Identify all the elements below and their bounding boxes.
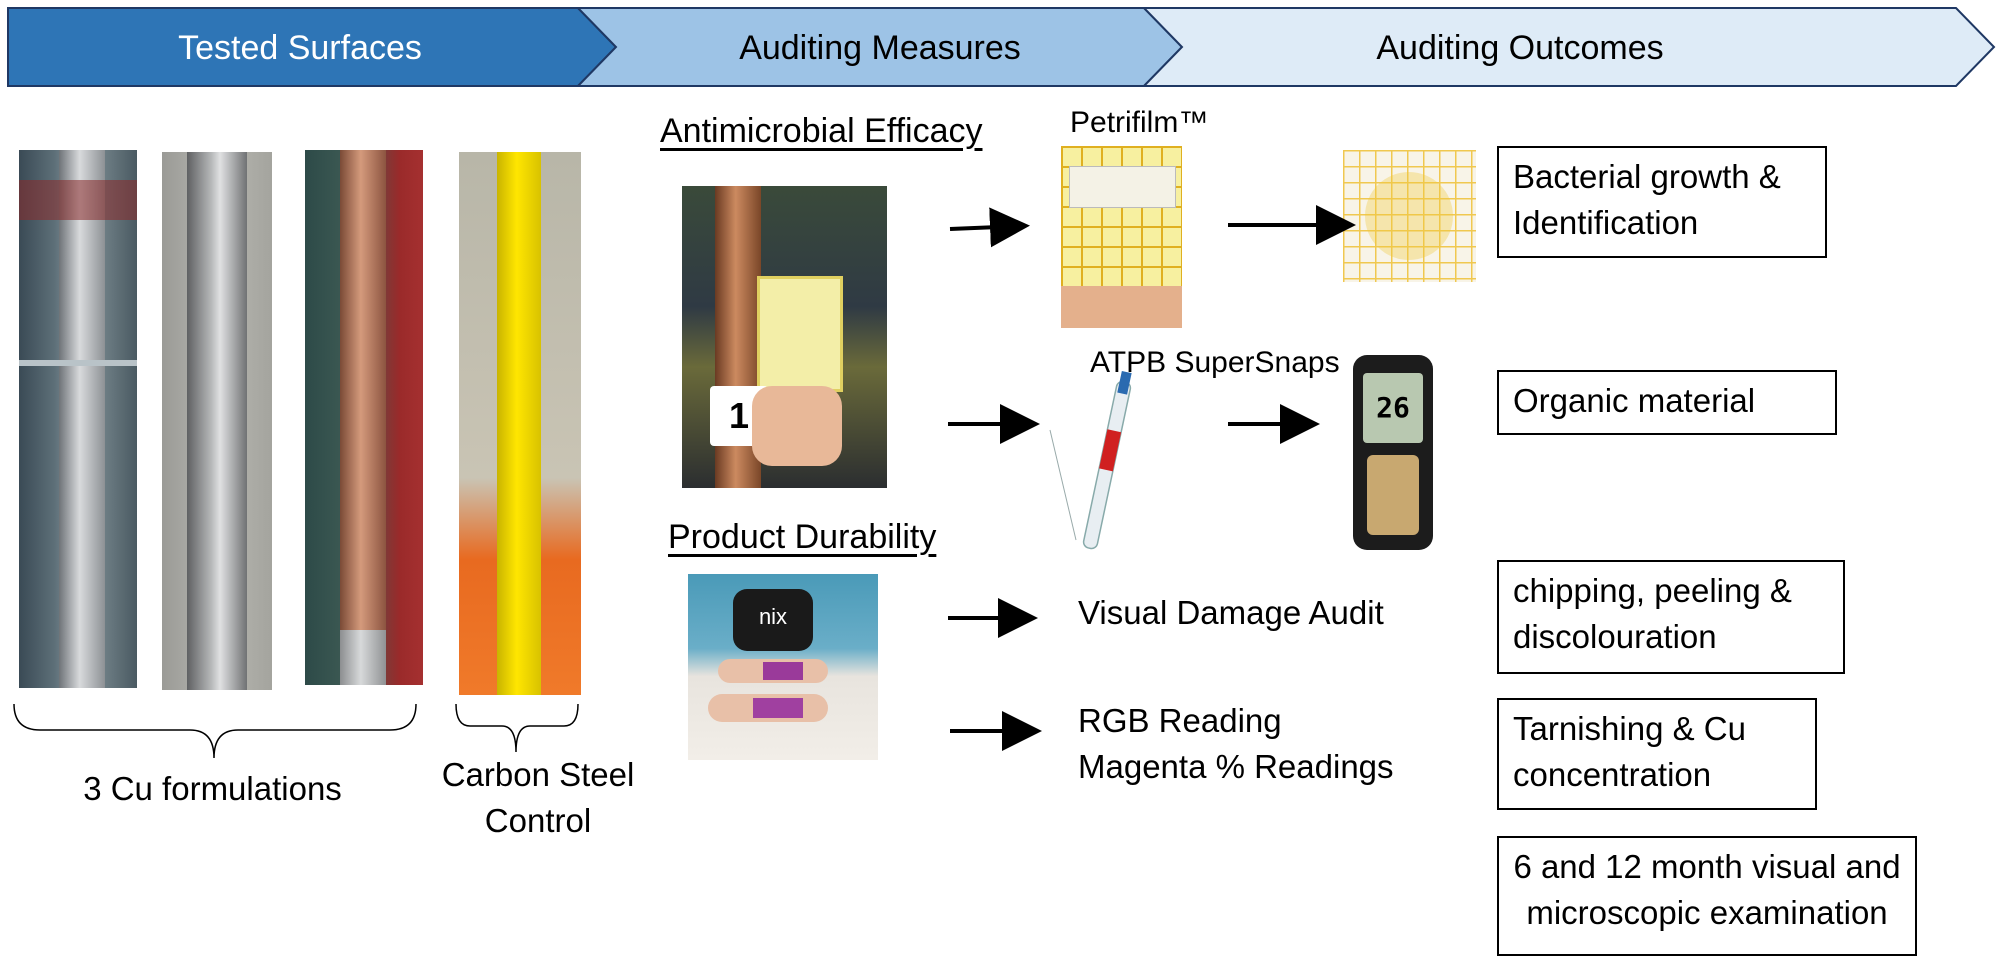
- stage-label-auditing-outcomes: Auditing Outcomes: [1376, 29, 1664, 67]
- cu-formulations-label: 3 Cu formulations: [83, 770, 342, 807]
- atpb-label: ATPB SuperSnaps: [1090, 346, 1340, 379]
- pole-photo-cu-2: [162, 152, 272, 690]
- outcome-chipping: chipping, peeling & discolouration: [1497, 560, 1845, 674]
- outcome-examination: 6 and 12 month visual and microscopic ex…: [1497, 836, 1917, 956]
- luminometer-reading: 26: [1363, 373, 1423, 443]
- product-durability-heading: Product Durability: [668, 518, 937, 556]
- colorimeter-photo: nix: [688, 574, 878, 760]
- pole-photo-cu-3: [305, 150, 423, 685]
- pole-photo-cu-1: [19, 150, 137, 688]
- colorimeter-brand: nix: [733, 589, 813, 651]
- supersnap-swab: [1049, 371, 1132, 550]
- stage-header: [7, 7, 1996, 87]
- stage-label-tested-surfaces: Tested Surfaces: [178, 29, 422, 67]
- luminometer-photo: 26: [1353, 355, 1433, 550]
- brace-cu-formulations: [13, 703, 417, 759]
- outcome-bacterial-growth: Bacterial growth & Identification: [1497, 146, 1827, 258]
- petrifilm-photo: [1061, 146, 1182, 328]
- surface-braces: [13, 703, 579, 759]
- rgb-reading-label: RGB Reading: [1078, 702, 1282, 739]
- visual-damage-label: Visual Damage Audit: [1078, 594, 1384, 631]
- pole-photo-carbon-steel: [459, 152, 581, 695]
- petrifilm-result-photo: [1343, 150, 1476, 282]
- brace-carbon-steel: [455, 703, 579, 753]
- magenta-reading-label: Magenta % Readings: [1078, 748, 1394, 785]
- stage-label-auditing-measures: Auditing Measures: [739, 29, 1021, 67]
- stage-chevron-auditing-outcomes: [1141, 7, 1996, 87]
- outcome-organic-material: Organic material: [1497, 370, 1837, 435]
- carbon-steel-label: Carbon Steel Control: [441, 756, 635, 839]
- petrifilm-label: Petrifilm™: [1070, 106, 1209, 139]
- antimicrobial-efficacy-heading: Antimicrobial Efficacy: [660, 112, 983, 150]
- swab-photo: 1: [682, 186, 887, 488]
- arrow-swab-to-petrifilm: [949, 207, 1030, 248]
- outcome-tarnishing: Tarnishing & Cu concentration: [1497, 698, 1817, 810]
